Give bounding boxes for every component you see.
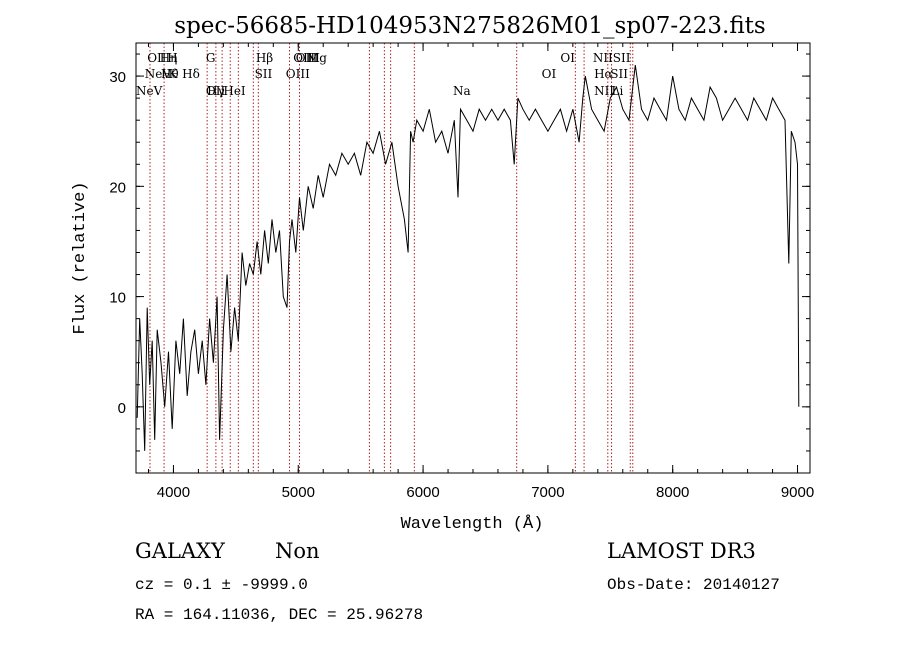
y-tick-label: 0: [118, 400, 126, 417]
y-axis-label: Flux (relative): [71, 181, 90, 334]
coordinates: RA = 164.11036, DEC = 25.96278: [135, 606, 423, 624]
x-axis-ticks: 4000 5000 6000 7000 8000 9000: [147, 43, 814, 501]
line-label: NeV: [145, 67, 172, 81]
line-label: SII: [255, 67, 273, 81]
line-label: Hγ: [207, 84, 225, 98]
line-label: Hα: [594, 67, 613, 81]
line-label: OII: [147, 51, 167, 65]
object-class: GALAXY: [135, 539, 226, 563]
x-tick-label: 6000: [406, 484, 439, 501]
x-tick-label: 9000: [781, 484, 814, 501]
line-label: HeI: [223, 84, 246, 98]
line-label: G: [206, 51, 216, 65]
line-label: NII: [593, 51, 613, 65]
x-tick-label: 8000: [656, 484, 689, 501]
y-tick-label: 20: [109, 179, 126, 196]
y-tick-label: 10: [109, 290, 126, 307]
line-label: K: [168, 67, 178, 81]
line-label: Hθ: [161, 67, 179, 81]
line-label: OIII: [293, 51, 317, 65]
line-label: NII: [594, 84, 614, 98]
line-label: OI: [560, 51, 575, 65]
line-label: OII: [206, 84, 226, 98]
x-axis-label: Wavelength (Å): [401, 515, 544, 534]
line-label: Mg: [307, 51, 327, 65]
line-label: SII: [610, 67, 628, 81]
line-label: Hβ: [256, 51, 273, 65]
line-label: OIII: [286, 67, 310, 81]
x-tick-label: 4000: [157, 484, 190, 501]
line-label: SII: [613, 51, 631, 65]
plot-frame: [135, 42, 811, 474]
emission-line-markers: [149, 43, 634, 473]
spectrum-line: [136, 65, 800, 451]
line-label: NeV: [136, 84, 163, 98]
object-subclass: Non: [275, 539, 320, 563]
redshift-info: cz = 0.1 ± -9999.0: [135, 576, 308, 594]
x-tick-label: 5000: [282, 484, 315, 501]
line-label: Na: [453, 84, 471, 98]
line-label: H: [167, 51, 177, 65]
observation-date: Obs-Date: 20140127: [607, 576, 780, 594]
y-axis-ticks: 0 10 20 30: [109, 53, 810, 474]
line-label: OIII: [296, 51, 320, 65]
chart-title: spec-56685-HD104953N275826M01_sp07-223.f…: [174, 13, 765, 39]
spectrum-series: [136, 65, 800, 451]
line-label: OI: [542, 67, 557, 81]
y-tick-label: 30: [109, 69, 126, 86]
x-tick-label: 7000: [531, 484, 564, 501]
survey-name: LAMOST DR3: [607, 539, 756, 563]
line-label: Hη: [160, 51, 178, 65]
line-label: Hδ: [182, 67, 200, 81]
